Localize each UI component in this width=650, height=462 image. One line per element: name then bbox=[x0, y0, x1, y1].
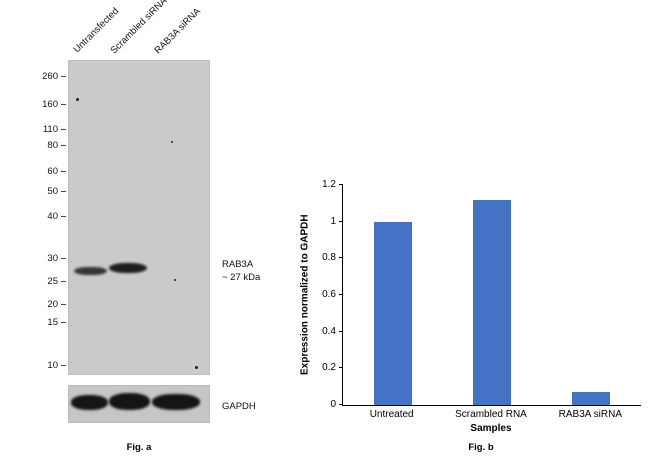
y-tick-mark bbox=[339, 367, 343, 369]
gapdh-band-lane1 bbox=[71, 395, 108, 410]
mw-tick-mark bbox=[61, 75, 66, 77]
y-tick-mark bbox=[339, 220, 343, 222]
mw-marker-label: 15 bbox=[47, 316, 58, 328]
gapdh-band-lane2 bbox=[109, 393, 150, 410]
y-tick-mark bbox=[339, 294, 343, 295]
mw-marker-30: 30 bbox=[28, 252, 66, 264]
y-axis-title: Expression normalized to GAPDH bbox=[299, 214, 311, 376]
western-blot-membrane bbox=[68, 60, 210, 375]
membrane-speck bbox=[76, 98, 79, 101]
bar-scrambled-rna bbox=[472, 199, 511, 405]
mw-marker-label: 40 bbox=[47, 210, 58, 222]
y-tick-label: 0.4 bbox=[322, 325, 336, 337]
gapdh-band-lane3 bbox=[152, 394, 200, 410]
mw-marker-25: 25 bbox=[28, 275, 66, 287]
y-tick-label: 1.2 bbox=[322, 179, 336, 190]
y-tick-label: 0.2 bbox=[322, 362, 336, 374]
mw-tick-mark bbox=[61, 215, 66, 217]
mw-marker-label: 20 bbox=[47, 298, 58, 310]
membrane-speck bbox=[174, 279, 176, 281]
mw-marker-label: 160 bbox=[42, 98, 58, 110]
y-tick-mark bbox=[339, 184, 343, 185]
mw-marker-110: 110 bbox=[28, 123, 66, 135]
y-tick-label: 1 bbox=[330, 215, 336, 227]
mw-marker-40: 40 bbox=[28, 210, 66, 222]
mw-marker-20: 20 bbox=[28, 298, 66, 310]
mw-marker-label: 10 bbox=[47, 359, 58, 371]
rab3a-band-lane1 bbox=[74, 267, 107, 275]
x-axis-labels: Untreated Scrambled RNA RAB3A siRNA bbox=[342, 409, 640, 420]
mw-tick-mark bbox=[61, 128, 66, 130]
y-tick-mark bbox=[339, 257, 343, 259]
y-tick-label: 0.6 bbox=[322, 289, 336, 300]
target-protein-size: ~ 27 kDa bbox=[222, 272, 261, 283]
mw-marker-160: 160 bbox=[28, 98, 66, 110]
x-axis-title: Samples bbox=[470, 423, 512, 434]
mw-marker-label: 110 bbox=[42, 123, 58, 135]
mw-tick-mark bbox=[61, 364, 66, 366]
mw-tick-mark bbox=[61, 321, 66, 323]
mw-marker-label: 260 bbox=[42, 70, 58, 82]
rab3a-band-lane2 bbox=[109, 263, 147, 273]
y-tick-mark bbox=[339, 330, 343, 332]
membrane-speck bbox=[171, 141, 173, 143]
mw-tick-mark bbox=[61, 190, 66, 192]
mw-marker-label: 50 bbox=[47, 185, 58, 197]
mw-marker-label: 30 bbox=[47, 252, 58, 264]
mw-marker-10: 10 bbox=[28, 359, 66, 371]
y-tick-mark bbox=[339, 404, 343, 405]
mw-tick-mark bbox=[61, 170, 66, 172]
fig-b-caption: Fig. b bbox=[468, 442, 494, 453]
bar-plot-area: 0 0.2 0.4 0.6 0.8 1 1.2 bbox=[322, 180, 641, 410]
bars-group bbox=[343, 185, 641, 405]
target-protein-name: RAB3A bbox=[222, 259, 254, 270]
bar-rab3a-sirna bbox=[572, 392, 611, 405]
mw-marker-260: 260 bbox=[28, 70, 66, 82]
mw-marker-50: 50 bbox=[28, 185, 66, 197]
loading-control-label: GAPDH bbox=[222, 401, 256, 412]
mw-marker-label: 25 bbox=[47, 275, 58, 287]
gapdh-loading-control-membrane bbox=[68, 385, 210, 423]
y-tick-label: 0 bbox=[330, 399, 336, 410]
x-tick-label-rab3a-sirna: RAB3A siRNA bbox=[558, 409, 622, 420]
fig-a-caption: Fig. a bbox=[126, 442, 152, 453]
mw-marker-label: 80 bbox=[47, 139, 58, 151]
x-tick-label-untreated: Untreated bbox=[369, 409, 414, 420]
mw-marker-label: 60 bbox=[47, 165, 58, 177]
mw-tick-mark bbox=[61, 144, 66, 146]
mw-tick-mark bbox=[61, 303, 66, 305]
mw-tick-mark bbox=[61, 103, 66, 105]
membrane-speck bbox=[195, 366, 198, 369]
mw-tick-mark bbox=[61, 280, 66, 282]
y-tick-label: 0.8 bbox=[322, 252, 336, 264]
mw-marker-15: 15 bbox=[28, 316, 66, 328]
target-protein-label: RAB3A ~ 27 kDa bbox=[222, 258, 260, 284]
mw-marker-80: 80 bbox=[28, 139, 66, 151]
bar-untreated bbox=[373, 221, 412, 405]
mw-tick-mark bbox=[61, 257, 66, 259]
mw-marker-60: 60 bbox=[28, 165, 66, 177]
x-tick-label-scrambled-rna: Scrambled RNA bbox=[455, 409, 527, 420]
